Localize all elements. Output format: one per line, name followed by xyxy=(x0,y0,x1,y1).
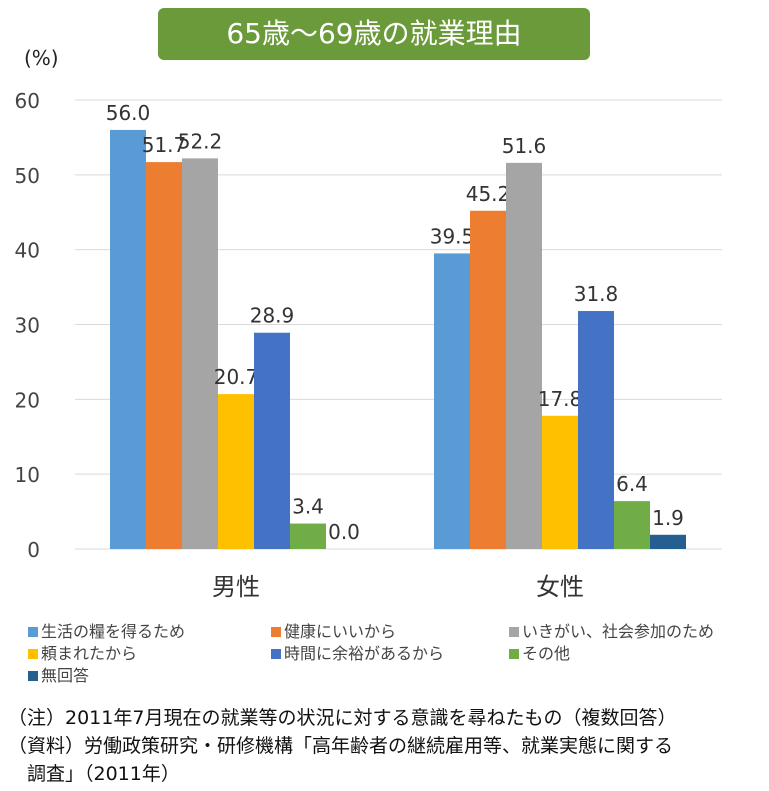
y-tick-label: 20 xyxy=(15,388,40,412)
legend-swatch xyxy=(271,649,281,659)
legend-swatch xyxy=(509,627,519,637)
legend-swatch xyxy=(28,671,38,681)
y-tick-label: 60 xyxy=(15,89,40,113)
legend-swatch xyxy=(271,627,281,637)
y-tick-label: 40 xyxy=(15,239,40,263)
category-label: 男性 xyxy=(212,573,260,601)
y-tick-label: 30 xyxy=(15,314,40,338)
legend-item: 生活の糧を得るため xyxy=(28,618,185,642)
data-label: 45.2 xyxy=(466,182,511,206)
data-label: 31.8 xyxy=(574,282,619,306)
data-label: 51.6 xyxy=(502,134,547,158)
data-label: 52.2 xyxy=(178,129,223,153)
bar xyxy=(650,534,686,549)
bar xyxy=(146,162,182,549)
y-tick-label: 50 xyxy=(15,164,40,188)
data-label: 1.9 xyxy=(652,506,684,530)
bar xyxy=(110,129,146,549)
data-label: 20.7 xyxy=(214,365,259,389)
legend-label: その他 xyxy=(522,644,571,663)
legend-label: 無回答 xyxy=(41,666,90,685)
bar xyxy=(578,311,614,549)
data-label: 3.4 xyxy=(292,495,324,519)
legend-item: その他 xyxy=(509,640,570,664)
legend-item: 無回答 xyxy=(28,662,89,686)
legend-label: 頼まれたから xyxy=(41,644,138,663)
bar xyxy=(182,158,218,549)
bar xyxy=(254,332,290,549)
data-label: 28.9 xyxy=(250,304,295,328)
data-label: 6.4 xyxy=(616,472,648,496)
legend-label: 健康にいいから xyxy=(284,622,397,641)
y-tick-label: 10 xyxy=(15,463,40,487)
data-label: 51.7 xyxy=(142,133,187,157)
bar xyxy=(542,415,578,549)
bar-chart: 0 10 20 30 40 50 60 56.0 51.752.2 20.7 28.9 3.40.0 男… xyxy=(15,89,722,601)
legend-swatch xyxy=(509,649,519,659)
bar xyxy=(614,501,650,549)
category-label: 女性 xyxy=(536,573,584,601)
bar xyxy=(434,253,470,550)
y-axis-unit: (%) xyxy=(24,46,59,70)
data-label: 39.5 xyxy=(430,224,475,248)
source-line-cont: 調査」（2011年） xyxy=(8,763,180,785)
legend-item: 健康にいいから xyxy=(271,618,396,642)
bar xyxy=(290,523,326,549)
legend-item: いきがい、社会参加のため xyxy=(509,618,714,642)
bar xyxy=(506,162,542,550)
bar xyxy=(470,210,506,549)
legend-label: 生活の糧を得るため xyxy=(41,622,186,641)
legend-item: 頼まれたから xyxy=(28,640,137,664)
legend-label: 時間に余裕があるから xyxy=(284,644,445,663)
legend-label: いきがい、社会参加のため xyxy=(522,622,715,641)
legend-swatch xyxy=(28,627,38,637)
legend-item: 時間に余裕があるから xyxy=(271,640,444,664)
notes: （注）2011年7月現在の就業等の状況に対する意識を尋ねたもの（複数回答） （資… xyxy=(8,704,676,788)
y-tick-label: 0 xyxy=(27,538,40,562)
data-label: 0.0 xyxy=(328,520,360,544)
chart-title: 65歳〜69歳の就業理由 xyxy=(158,8,590,60)
legend-swatch xyxy=(28,649,38,659)
source-line: （資料）労働政策研究・研修機構「高年齢者の継続雇用等、就業実態に関する xyxy=(8,735,674,757)
bar xyxy=(218,394,254,549)
data-label: 56.0 xyxy=(106,101,151,125)
data-label: 17.8 xyxy=(538,387,583,411)
note-line: （注）2011年7月現在の就業等の状況に対する意識を尋ねたもの（複数回答） xyxy=(8,707,677,729)
